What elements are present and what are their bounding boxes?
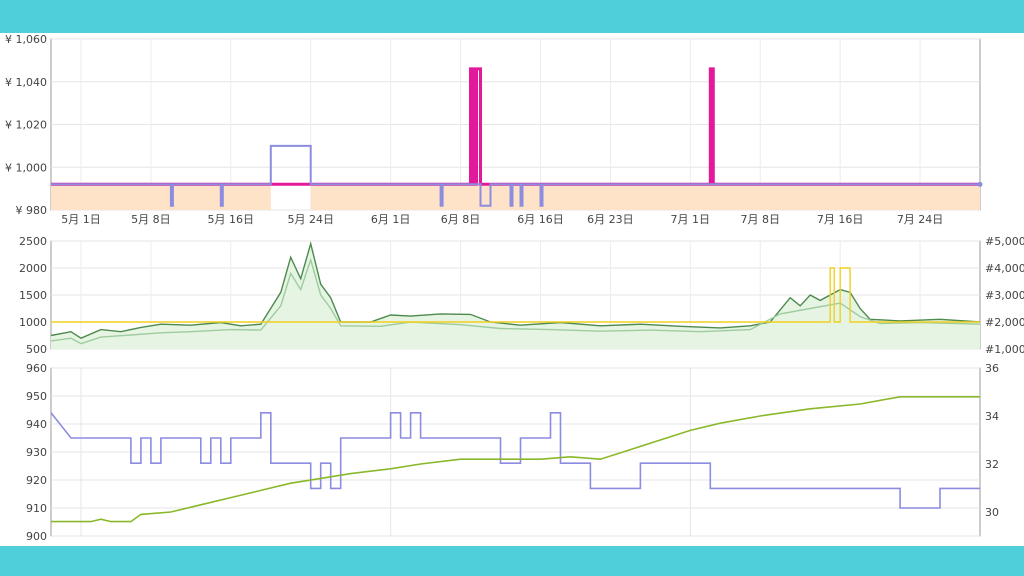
price-y-tick-label: ¥ 1,040 [5, 76, 47, 89]
rating-y-tick-label: 900 [26, 530, 47, 543]
rank-y-tick-label: 2500 [19, 235, 47, 248]
rank-y-tick-label: 1500 [19, 289, 47, 302]
rank-y-tick-label: 2000 [19, 262, 47, 275]
price-x-tick-label: 6月 1日 [371, 213, 411, 226]
price-x-tick-label: 5月 8日 [131, 213, 171, 226]
rating-y-tick-label: 960 [26, 362, 47, 375]
rating-count-series-line [50, 412, 980, 509]
rank-series-line-light [50, 257, 981, 345]
rating-panel: 960 950 940 930 920 910 900 36 34 32 30 [26, 362, 999, 543]
price-history-chart: ¥ 1,060 ¥ 1,040 ¥ 1,020 ¥ 1,000 ¥ 980 5月 1日 5月… [0, 33, 1024, 546]
price-y-tick-label: ¥ 980 [16, 204, 48, 217]
rank-y-right-tick-label: #3,000 [985, 289, 1024, 302]
rating-y-tick-label: 930 [26, 446, 47, 459]
sales-rank-panel: 2500 2000 1500 1000 500 #5,000 #4,000 #3,000 #2,… [19, 235, 1024, 356]
rating-y-tick-label: 940 [26, 418, 47, 431]
rating-y-tick-label: 910 [26, 502, 47, 515]
rank-series-line-dark [50, 240, 981, 339]
price-x-tick-label: 5月 24日 [287, 213, 334, 226]
price-x-tick-label: 7月 24日 [897, 213, 944, 226]
rating-y-tick-label: 950 [26, 390, 47, 403]
price-x-tick-label: 7月 16日 [817, 213, 864, 226]
price-new-series-line [51, 144, 980, 207]
price-last-point [977, 181, 983, 187]
rating-y-right-tick-label: 36 [985, 362, 999, 375]
rank-y-tick-label: 500 [26, 343, 47, 356]
rating-y-right-tick-label: 30 [985, 506, 999, 519]
rating-y-tick-label: 920 [26, 474, 47, 487]
rating-y-right-tick-label: 34 [985, 410, 999, 423]
price-x-tick-label: 7月 1日 [671, 213, 711, 226]
price-x-tick-label: 5月 1日 [61, 213, 101, 226]
keepa-style-chart-frame: ¥ 1,060 ¥ 1,040 ¥ 1,020 ¥ 1,000 ¥ 980 5月 1日 5月… [0, 33, 1024, 546]
price-y-tick-label: ¥ 1,020 [5, 119, 47, 132]
rating-y-right-tick-label: 32 [985, 458, 999, 471]
price-y-tick-label: ¥ 1,060 [5, 33, 47, 46]
rank-y-right-tick-label: #1,000 [985, 343, 1024, 356]
rank-y-tick-label: 1000 [19, 316, 47, 329]
price-x-tick-label: 6月 23日 [587, 213, 634, 226]
price-x-tick-label: 5月 16日 [208, 213, 255, 226]
price-x-tick-label: 6月 8日 [441, 213, 481, 226]
rank-series-line-yellow [51, 267, 980, 323]
price-y-tick-label: ¥ 1,000 [5, 161, 47, 174]
price-x-tick-label: 7月 8日 [740, 213, 780, 226]
rank-y-right-tick-label: #5,000 [985, 235, 1024, 248]
price-amazon-series-line [51, 67, 980, 186]
rating-score-series-line [51, 396, 980, 523]
price-panel: ¥ 1,060 ¥ 1,040 ¥ 1,020 ¥ 1,000 ¥ 980 5月 1日 5月… [5, 33, 983, 226]
price-x-tick-label: 6月 16日 [517, 213, 564, 226]
rank-y-right-tick-label: #2,000 [985, 316, 1024, 329]
price-area-series [51, 184, 980, 210]
rank-y-right-tick-label: #4,000 [985, 262, 1024, 275]
